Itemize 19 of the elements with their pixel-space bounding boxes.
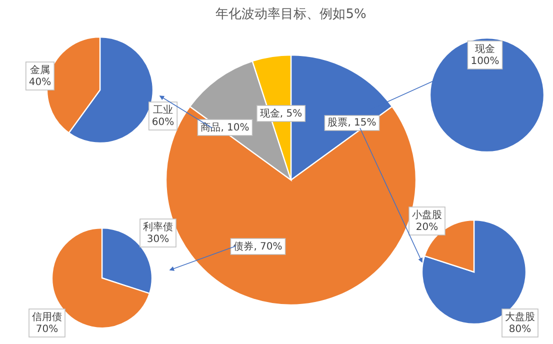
slice-label: 大盘股 [505,311,535,323]
data-label: 80% [508,324,532,335]
slice-label: 金属 [30,64,50,76]
slice-label: 股票, 15% [328,118,376,128]
data-label: 60% [152,117,174,128]
slice-label: 工业 [153,104,173,116]
data-label: 30% [146,234,170,245]
slice-label: 利率债 [143,221,173,233]
data-label: 100% [470,56,500,67]
slice-label: 信用债 [32,311,62,323]
slice-label: 现金, 5% [260,108,302,120]
data-label: 70% [36,324,58,335]
slice-label: 现金 [475,43,495,55]
data-label: 40% [28,77,52,88]
slice-label: 商品, 10% [200,122,250,134]
data-label: 20% [416,222,438,233]
slice-label: 债券, 70% [234,240,282,252]
chart-title: 年化波动率目标、例如5% [216,6,366,22]
slice-label: 小盘股 [412,209,442,221]
